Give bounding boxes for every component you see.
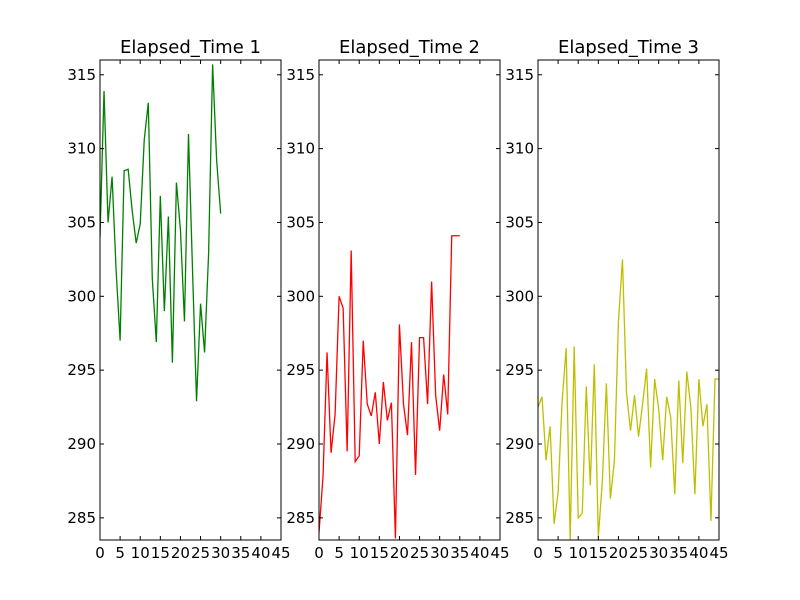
subplot-3-axes-frame (537, 59, 720, 541)
subplot-1-series-line (100, 64, 222, 402)
subplot-3-xtick-label: 20 (609, 544, 628, 562)
subplot-2-xtick-label: 15 (370, 544, 389, 562)
subplot-2-xtick-label: 10 (350, 544, 369, 562)
subplot-1-ytick-label: 305 (67, 213, 96, 231)
subplot-1-xtick-label: 40 (251, 544, 270, 562)
subplot-1-ytick-label: 300 (67, 287, 96, 305)
subplot-2-title: Elapsed_Time 2 (339, 37, 480, 58)
subplot-2-ytick-label: 310 (286, 140, 315, 158)
subplot-3-ytick-label: 315 (505, 66, 534, 84)
subplot-2-ytick-label: 295 (286, 361, 315, 379)
subplot-1: Elapsed_Time 1 285 290 295 300 305 310 315 0 5 10… (67, 37, 290, 562)
subplot-1-ytick-label: 310 (67, 140, 96, 158)
subplot-1-xtick-label: 35 (231, 544, 250, 562)
subplot-1-ytick-label: 295 (67, 361, 96, 379)
subplot-2-xtick-label: 20 (390, 544, 409, 562)
subplot-2: Elapsed_Time 2 285 290 295 300 305 310 315 0 5 10… (286, 37, 509, 562)
subplot-2-ytick-label: 300 (286, 287, 315, 305)
subplot-1-xtick-label: 15 (151, 544, 170, 562)
subplot-3-ytick-label: 295 (505, 361, 534, 379)
subplot-3-series-line (538, 259, 719, 540)
subplot-3-title: Elapsed_Time 3 (558, 37, 699, 58)
subplot-3-xtick-label: 15 (589, 544, 608, 562)
subplot-2-ytick-label: 285 (286, 509, 315, 527)
subplot-1-xtick-label: 25 (191, 544, 210, 562)
subplot-3-xtick-label: 5 (553, 544, 563, 562)
subplot-3: Elapsed_Time 3 285 290 295 300 305 310 315 0 5 10… (505, 37, 728, 562)
subplot-1-plot-area: 285 290 295 300 305 310 315 0 5 10 15 20 25 30 35 40 45 (67, 59, 291, 562)
subplot-1-xtick-label: 5 (115, 544, 125, 562)
subplot-1-ytick-label: 290 (67, 435, 96, 453)
subplot-3-ytick-label: 285 (505, 509, 534, 527)
subplot-3-xtick-label: 0 (533, 544, 543, 562)
subplot-2-xtick-label: 45 (490, 544, 509, 562)
subplot-2-xtick-label: 30 (430, 544, 449, 562)
subplot-3-xtick-label: 45 (709, 544, 728, 562)
subplot-1-ytick-label: 285 (67, 509, 96, 527)
subplot-3-xtick-label: 10 (569, 544, 588, 562)
subplot-1-xtick-label: 30 (211, 544, 230, 562)
subplot-3-xtick-label: 25 (629, 544, 648, 562)
subplot-1-title: Elapsed_Time 1 (120, 37, 261, 58)
subplot-2-xtick-label: 40 (470, 544, 489, 562)
subplot-2-ytick-label: 290 (286, 435, 315, 453)
subplot-3-ytick-label: 305 (505, 213, 534, 231)
subplot-2-ytick-label: 305 (286, 213, 315, 231)
subplot-3-ytick-label: 300 (505, 287, 534, 305)
subplot-2-axes-frame (318, 59, 501, 541)
subplot-3-ytick-label: 290 (505, 435, 534, 453)
subplot-3-xtick-label: 40 (689, 544, 708, 562)
subplot-2-xtick-label: 35 (450, 544, 469, 562)
subplot-2-xtick-label: 25 (410, 544, 429, 562)
subplot-1-xtick-label: 45 (271, 544, 290, 562)
subplot-3-xtick-label: 35 (669, 544, 688, 562)
subplot-3-xtick-label: 30 (649, 544, 668, 562)
subplot-2-series-line (319, 235, 460, 539)
subplot-3-plot-area: 285 290 295 300 305 310 315 0 5 10 15 20 25 30 35 40 45 (505, 59, 729, 562)
subplot-2-xtick-label: 5 (334, 544, 344, 562)
subplot-2-ytick-label: 315 (286, 66, 315, 84)
subplot-1-xtick-label: 10 (131, 544, 150, 562)
subplot-1-ytick-label: 315 (67, 66, 96, 84)
subplot-3-ytick-label: 310 (505, 140, 534, 158)
subplot-1-axes-frame (99, 59, 282, 541)
subplot-1-xtick-label: 0 (95, 544, 105, 562)
subplot-2-xtick-label: 0 (314, 544, 324, 562)
subplot-1-xtick-label: 20 (171, 544, 190, 562)
subplot-2-plot-area: 285 290 295 300 305 310 315 0 5 10 15 20 25 30 35 40 45 (286, 59, 510, 562)
